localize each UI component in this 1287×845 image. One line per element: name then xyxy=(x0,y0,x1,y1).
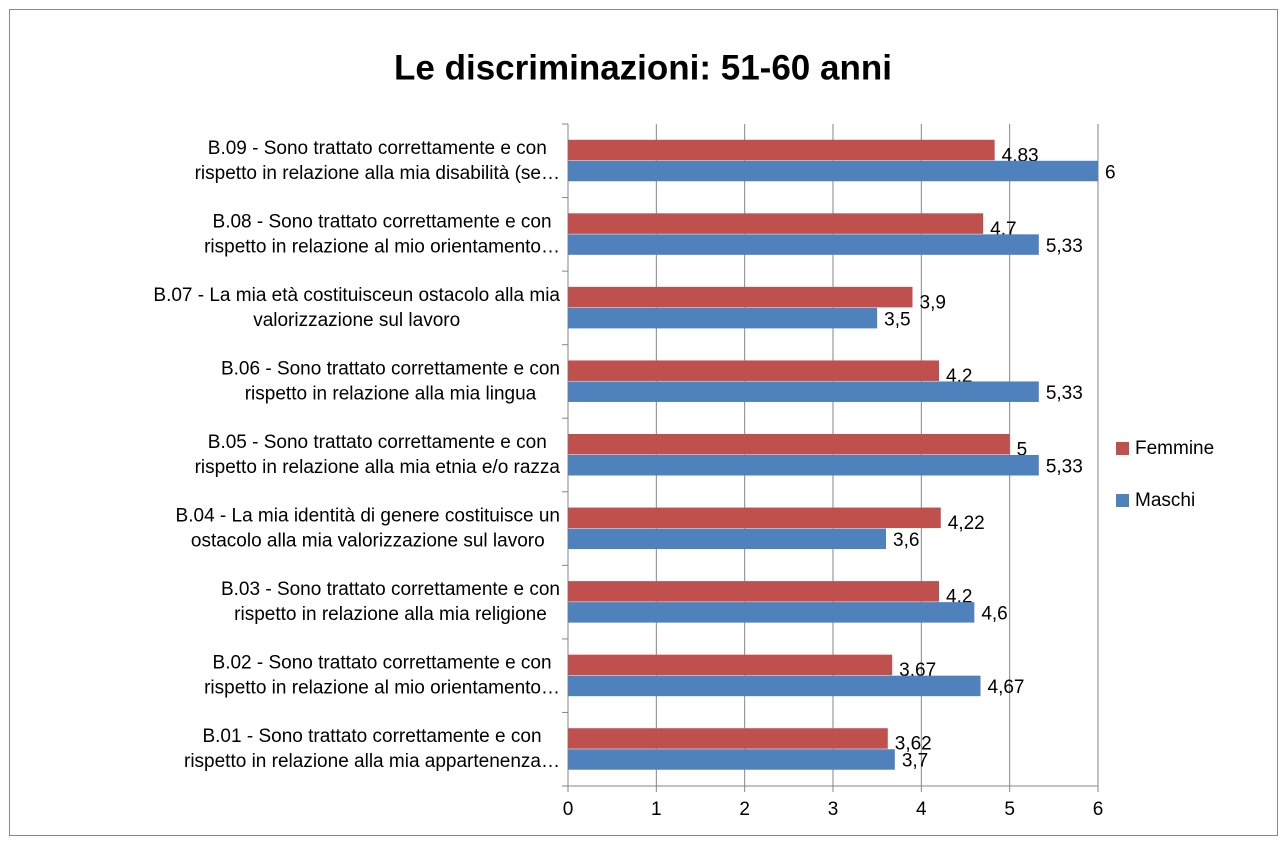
y-tick-label: rispetto in relazione al mio orientament… xyxy=(204,236,560,257)
bar xyxy=(568,455,1039,476)
bar xyxy=(568,360,939,381)
y-tick-label: rispetto in relazione al mio orientament… xyxy=(204,678,560,699)
y-tick-label: B.04 - La mia identità di genere costitu… xyxy=(176,506,560,527)
legend-swatch xyxy=(1116,494,1129,507)
value-label: 3,5 xyxy=(884,309,910,330)
y-tick-label: B.07 - La mia età costituisceun ostacolo… xyxy=(153,285,560,306)
bar xyxy=(568,581,939,602)
bar xyxy=(568,602,975,623)
bar xyxy=(568,675,981,697)
bar xyxy=(568,654,893,676)
bar xyxy=(568,160,1098,182)
y-tick-label: rispetto in relazione alla mia religione xyxy=(234,604,547,625)
y-tick-label: B.01 - Sono trattato correttamente e con xyxy=(202,726,541,747)
x-tick-label: 5 xyxy=(1004,799,1015,820)
y-tick-label: B.03 - Sono trattato correttamente e con xyxy=(221,579,560,600)
bar xyxy=(568,528,886,550)
value-label: 5,33 xyxy=(1046,383,1083,404)
chart-title: Le discriminazioni: 51-60 anni xyxy=(394,48,892,87)
y-tick-label: B.08 - Sono trattato correttamente e con xyxy=(213,211,552,232)
y-tick-label: rispetto in relazione alla mia lingua xyxy=(245,383,537,404)
value-label: 6 xyxy=(1105,162,1116,183)
legend-label: Maschi xyxy=(1135,490,1195,511)
y-tick-label: rispetto in relazione alla mia disabilit… xyxy=(195,163,560,184)
bar xyxy=(568,749,895,770)
value-label: 3,9 xyxy=(920,292,946,313)
bar xyxy=(568,381,1039,402)
value-label: 5,33 xyxy=(1046,457,1083,478)
x-tick-label: 4 xyxy=(916,799,927,820)
value-label: 5 xyxy=(1017,440,1028,461)
x-tick-label: 3 xyxy=(828,799,839,820)
bar xyxy=(568,139,995,161)
y-tick-label: rispetto in relazione alla mia etnia e/o… xyxy=(195,457,561,478)
bar xyxy=(568,234,1039,255)
x-tick-label: 1 xyxy=(651,799,662,820)
bar xyxy=(568,434,1010,455)
y-tick-label: B.05 - Sono trattato correttamente e con xyxy=(208,432,547,453)
y-tick-label: B.02 - Sono trattato correttamente e con xyxy=(213,653,552,674)
value-label: 3,62 xyxy=(895,734,932,755)
chart-border xyxy=(9,9,1278,836)
y-tick-label: valorizzazione sul lavoro xyxy=(253,310,460,331)
value-label: 4,6 xyxy=(981,604,1007,625)
bar xyxy=(568,286,913,308)
legend-swatch xyxy=(1116,442,1129,455)
y-tick-label: ostacolo alla mia valorizzazione sul lav… xyxy=(191,531,545,552)
value-label: 5,33 xyxy=(1046,236,1083,257)
value-label: 3,6 xyxy=(893,530,919,551)
bar xyxy=(568,307,878,329)
x-tick-label: 2 xyxy=(739,799,750,820)
value-label: 3,7 xyxy=(902,751,928,772)
value-label: 4,22 xyxy=(948,513,985,534)
y-tick-label: B.09 - Sono trattato correttamente e con xyxy=(208,138,547,159)
bar xyxy=(568,507,941,529)
x-tick-label: 6 xyxy=(1093,799,1104,820)
y-tick-label: rispetto in relazione alla mia appartene… xyxy=(184,751,560,772)
value-label: 4,67 xyxy=(988,677,1025,698)
x-tick-label: 0 xyxy=(563,799,574,820)
y-tick-label: B.06 - Sono trattato correttamente e con xyxy=(221,358,560,379)
legend-label: Femmine xyxy=(1135,438,1214,459)
bar xyxy=(568,213,984,234)
bar xyxy=(568,728,888,749)
